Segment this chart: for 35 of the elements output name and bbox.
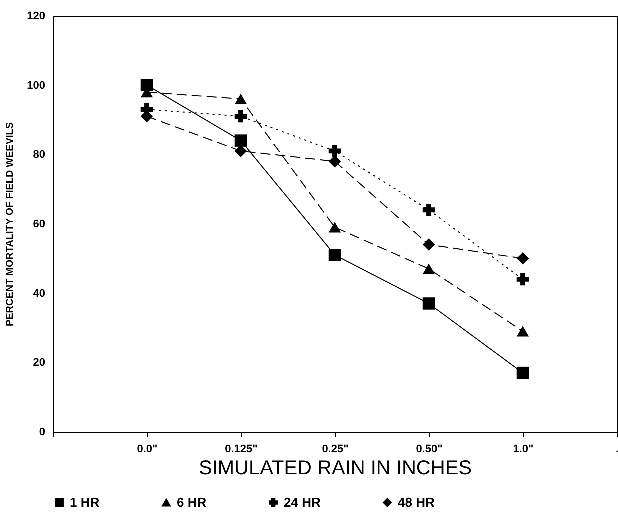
point bbox=[140, 79, 154, 92]
point bbox=[516, 366, 530, 380]
point bbox=[422, 204, 436, 216]
point bbox=[422, 238, 436, 251]
point bbox=[516, 273, 530, 286]
x-tick-label: 1.0" bbox=[513, 444, 534, 456]
legend-label: 48 HR bbox=[398, 494, 436, 510]
y-tick-label: 40 bbox=[33, 288, 46, 300]
point bbox=[422, 264, 436, 274]
point bbox=[516, 326, 530, 337]
y-tick-label: 120 bbox=[27, 10, 46, 22]
x-tick-label: 0.25" bbox=[322, 444, 349, 456]
point bbox=[422, 298, 436, 310]
point bbox=[234, 110, 248, 123]
point bbox=[234, 94, 248, 105]
x-tick-label: . bbox=[616, 444, 618, 456]
legend-label: 1 HR bbox=[70, 494, 100, 510]
y-tick-label: 80 bbox=[33, 149, 46, 162]
y-tick-label: 0 bbox=[39, 426, 46, 438]
legend-label: 6 HR bbox=[177, 494, 208, 510]
point bbox=[328, 145, 342, 158]
point bbox=[234, 145, 248, 158]
point bbox=[328, 249, 342, 262]
x-tick-label: 0.125" bbox=[225, 444, 258, 456]
point bbox=[516, 252, 530, 265]
x-tick-label: 0.50" bbox=[416, 444, 443, 456]
y-tick-label: 100 bbox=[27, 80, 46, 92]
point bbox=[328, 222, 342, 233]
legend-label: 24 HR bbox=[284, 494, 322, 510]
x-tick-label: 0.0" bbox=[137, 444, 158, 456]
x-axis-title: SIMULATED RAIN IN INCHES bbox=[199, 458, 472, 480]
y-tick-label: 60 bbox=[33, 218, 46, 230]
y-tick-label: 20 bbox=[33, 357, 46, 370]
y-axis-title: PERCENT MORTALITY OF FIELD WEEVILS bbox=[5, 122, 16, 327]
point bbox=[234, 134, 248, 147]
